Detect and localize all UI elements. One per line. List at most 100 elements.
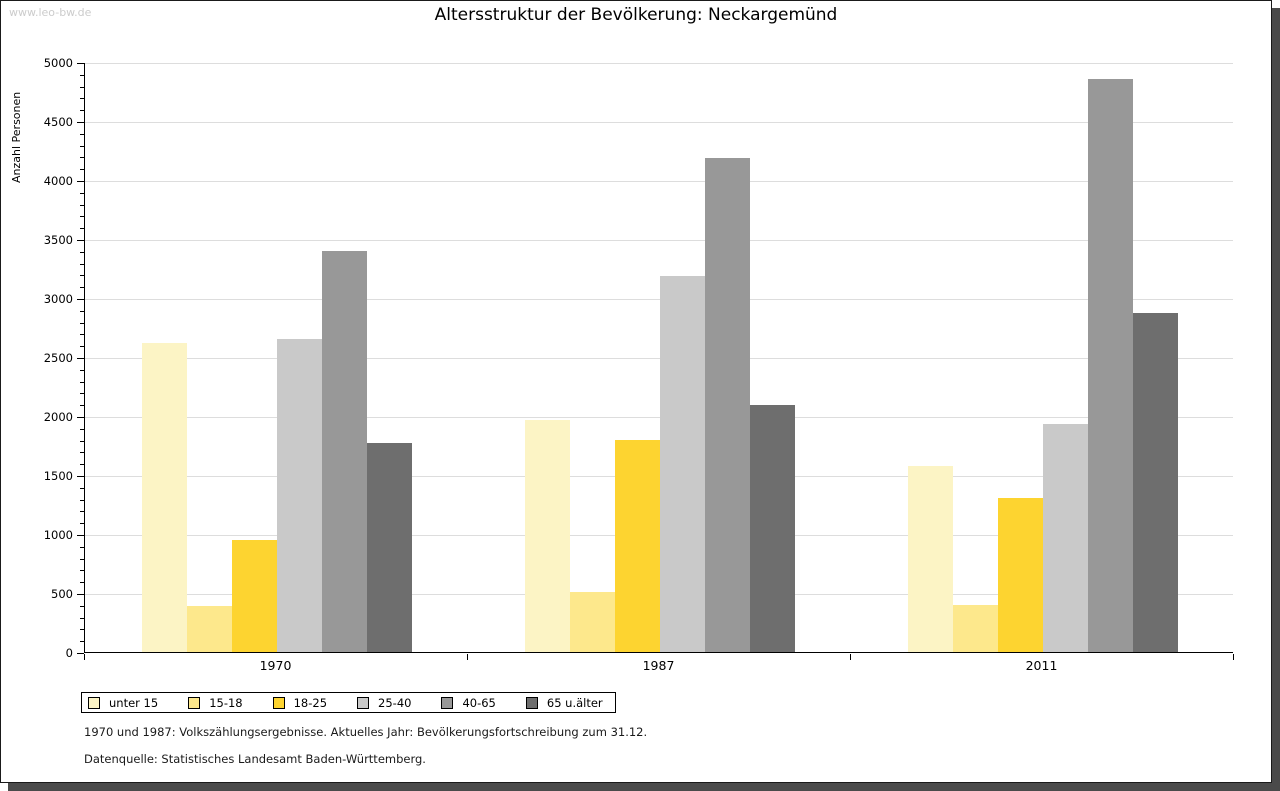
legend-item: 18-25 [272,695,328,710]
y-minor-tick [80,641,84,643]
watermark: www.leo-bw.de [9,6,92,19]
bar-2011-18-25 [997,498,1043,652]
x-axis-tick [850,654,851,660]
y-major-tick [77,417,84,418]
bar-2011-25-40 [1042,424,1088,652]
gridline [85,358,1233,359]
x-axis-tick [84,654,85,660]
bar-1987-unter-15 [524,419,570,652]
legend-item: 15-18 [188,695,243,710]
gridline [85,240,1233,241]
y-tick-label: 4000 [43,174,73,188]
y-minor-tick [80,381,84,383]
y-minor-tick [80,192,84,194]
y-major-tick [77,122,84,123]
y-minor-tick [80,546,84,548]
y-minor-tick [80,346,84,348]
y-minor-tick [80,523,84,525]
y-minor-tick [80,228,84,230]
y-minor-tick [80,487,84,489]
y-minor-tick [80,145,84,147]
legend-swatch-icon [272,696,285,709]
legend-item: 40-65 [441,696,496,710]
y-minor-tick [80,157,84,159]
y-minor-tick [80,334,84,336]
plot-area [84,63,1233,653]
chart-title: Altersstruktur der Bevölkerung: Neckarge… [434,5,838,25]
bar-1970-40-65 [321,251,367,652]
legend-item: 25-40 [357,696,411,710]
bar-2011-65-u.älter [1132,313,1178,652]
y-major-tick [77,476,84,477]
x-axis-tick [1233,654,1234,660]
y-minor-tick [80,322,84,324]
legend: unter 15 15-18 18-25 25-40 40-65 65 u.älter [81,692,616,713]
bar-1970-unter-15 [141,342,187,652]
y-minor-tick [80,110,84,112]
legend-label: unter 15 [109,695,159,710]
bar-1970-18-25 [231,539,277,652]
footnote-line-2: Datenquelle: Statistisches Landesamt Bad… [84,752,426,766]
gridline [85,122,1233,123]
bar-1970-65-u.älter [366,443,412,652]
legend-swatch-icon [188,696,201,709]
y-minor-tick [80,287,84,289]
bar-1987-18-25 [614,440,660,652]
legend-label: 18-25 [293,695,328,710]
bar-2011-unter-15 [907,466,953,652]
y-minor-tick [80,582,84,584]
bar-1970-15-18 [186,605,232,652]
legend-item: 65 u.älter [525,695,603,710]
bar-1987-40-65 [704,157,750,652]
x-tick-label: 2011 [1025,658,1058,673]
legend-swatch-icon [88,696,100,709]
y-minor-tick [80,393,84,395]
legend-swatch-icon [357,696,370,709]
y-minor-tick [80,98,84,100]
y-tick-label: 4500 [43,115,73,129]
y-minor-tick [80,169,84,171]
y-minor-tick [80,204,84,206]
x-tick-label: 1970 [259,658,292,673]
y-minor-tick [80,251,84,253]
y-minor-tick [80,499,84,501]
gridline [85,299,1233,300]
y-minor-tick [80,133,84,135]
bar-1970-25-40 [276,339,322,652]
footnote-line-1: 1970 und 1987: Volkszählungsergebnisse. … [84,725,648,739]
y-minor-tick [80,275,84,277]
y-minor-tick [80,74,84,76]
y-minor-tick [80,511,84,513]
bar-2011-15-18 [952,604,998,652]
y-minor-tick [80,216,84,218]
y-tick-label: 1000 [43,528,73,542]
gridline [85,181,1233,182]
y-minor-tick [80,405,84,407]
y-tick-label: 3500 [43,233,73,247]
y-major-tick [77,535,84,536]
y-minor-tick [80,464,84,466]
legend-swatch-icon [441,696,454,709]
y-minor-tick [80,605,84,607]
y-tick-label: 2000 [43,410,73,424]
x-axis-tick [467,654,468,660]
legend-swatch-icon [525,696,538,709]
y-major-tick [77,240,84,241]
y-minor-tick [80,629,84,631]
y-tick-label: 1500 [43,469,73,483]
y-minor-tick [80,369,84,371]
y-tick-label: 500 [51,587,73,601]
y-tick-label: 2500 [43,351,73,365]
legend-label: 25-40 [378,695,412,710]
y-tick-label: 5000 [43,56,73,70]
y-minor-tick [80,428,84,430]
y-minor-tick [80,263,84,265]
bar-1987-65-u.älter [749,405,795,652]
legend-label: 65 u.älter [546,695,603,710]
y-major-tick [77,63,84,64]
y-tick-label: 0 [65,646,73,660]
legend-label: 15-18 [209,695,243,710]
y-major-tick [77,181,84,182]
y-minor-tick [80,617,84,619]
